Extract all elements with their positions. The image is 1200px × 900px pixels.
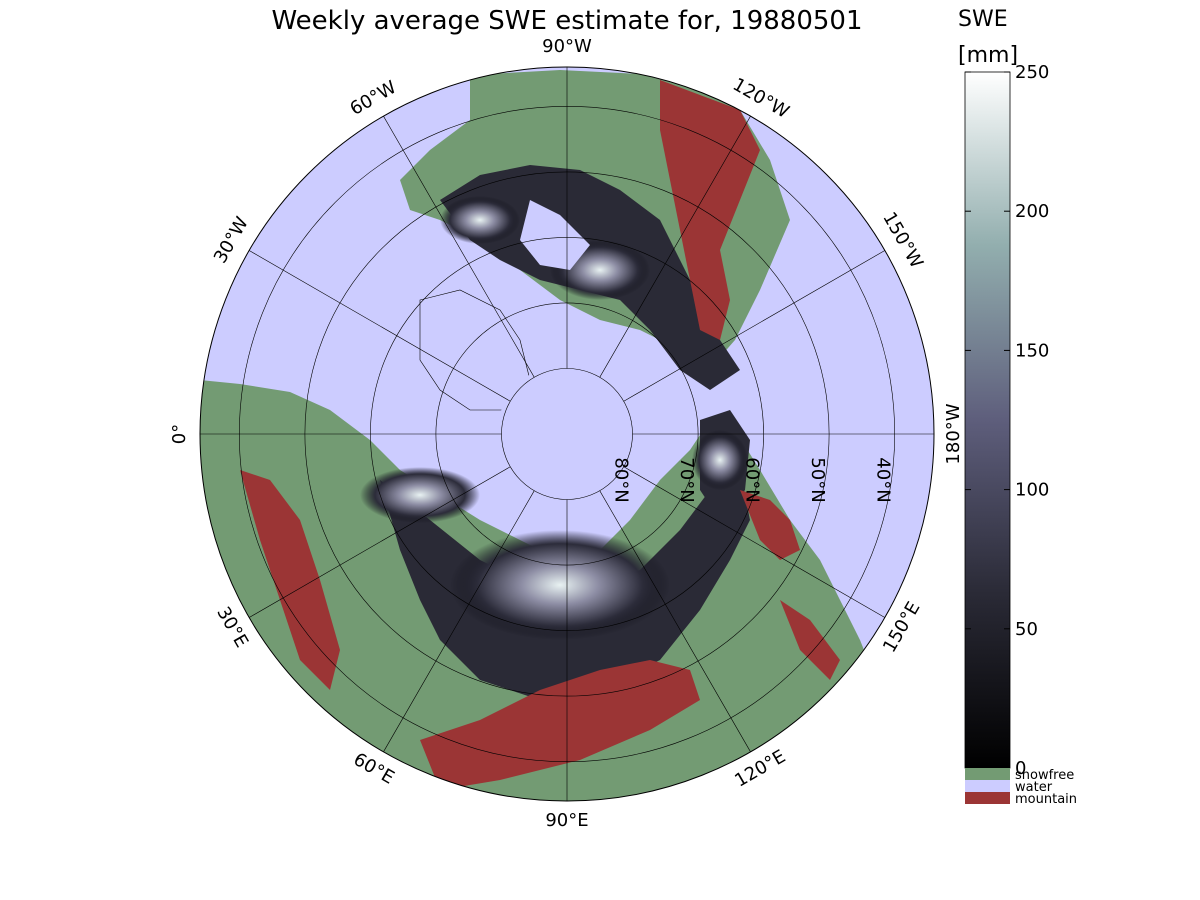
colorbar-tick-label: 200 — [1015, 201, 1049, 222]
colorbar-class-swatch — [965, 768, 1010, 780]
colorbar-class-swatch — [965, 780, 1010, 792]
arctic-ocean — [497, 364, 637, 504]
map-boundary — [199, 66, 935, 802]
colorbar-class-label: snowfree — [1015, 768, 1074, 783]
scandinavia-snow — [360, 467, 480, 523]
kamchatka-mountains — [780, 600, 840, 680]
longitude-line — [383, 490, 535, 752]
colorbar-gradient — [964, 71, 1011, 769]
east-siberia-mountains — [740, 490, 800, 560]
longitude-line — [599, 116, 751, 378]
latitude-label: 80°N — [611, 457, 632, 502]
longitude-line — [383, 116, 535, 378]
alps-caucasus-mountains — [240, 470, 340, 690]
colorbar-class-label: mountain — [1015, 792, 1077, 807]
colorbar: SWE [mm] 0 50 100 150 200 250 snowfreewatermo… — [958, 7, 1077, 807]
longitude-label: 180°W — [943, 403, 964, 464]
colorbar-tick-label: 0 — [1015, 758, 1026, 779]
himalaya-mountains — [420, 660, 700, 790]
longitude-label: 90°E — [545, 810, 588, 831]
longitude-line — [623, 466, 885, 618]
latitude-labels: 80°N 70°N 60°N 50°N 40°N — [611, 457, 894, 502]
rocky-mountains — [660, 80, 760, 340]
colorbar-tick-label: 100 — [1015, 480, 1049, 501]
colorbar-title-line1: SWE — [958, 7, 1008, 32]
colorbar-tick-label: 150 — [1015, 340, 1049, 361]
longitude-line — [249, 466, 511, 618]
map-title: Weekly average SWE estimate for, 1988050… — [271, 6, 863, 36]
latitude-label: 70°N — [676, 457, 697, 502]
longitude-line — [249, 250, 511, 402]
longitude-lines — [200, 67, 934, 801]
colorbar-tick-label: 250 — [1015, 62, 1049, 83]
longitude-line — [599, 490, 751, 752]
colorbar-ticks: 0 50 100 150 200 250 — [965, 62, 1049, 779]
colorbar-tick-label: 50 — [1015, 619, 1038, 640]
siberia-snow-peak — [450, 530, 670, 640]
hudson-bay — [520, 200, 590, 270]
latitude-label: 40°N — [873, 457, 894, 502]
longitude-label: 90°W — [542, 36, 592, 57]
colorbar-class-label: water — [1015, 780, 1053, 795]
labrador-snow-peak — [440, 196, 520, 244]
latitude-label: 50°N — [807, 457, 828, 502]
longitude-label: 0° — [169, 424, 190, 444]
colorbar-title-line2: [mm] — [958, 43, 1018, 68]
longitude-line — [623, 250, 885, 402]
colorbar-class-swatch — [965, 792, 1010, 804]
siberia-snow — [380, 450, 750, 700]
far-east-snow-peak — [692, 430, 748, 490]
latitude-label: 60°N — [742, 457, 763, 502]
